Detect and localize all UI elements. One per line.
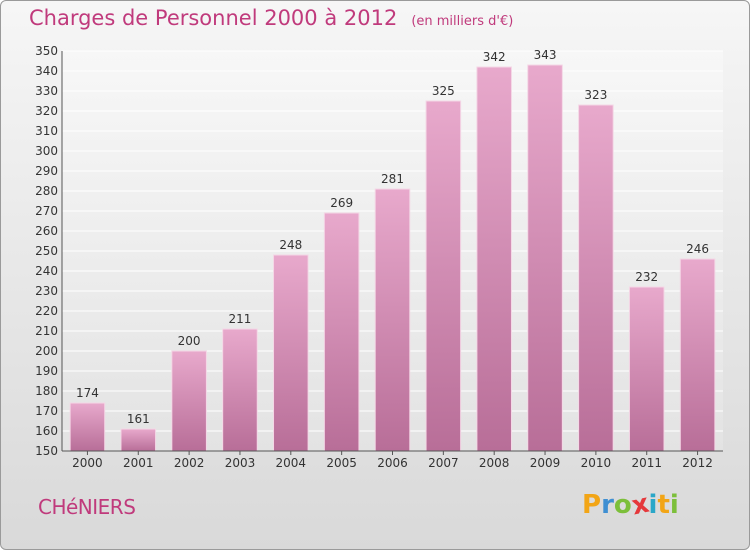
x-axis: 2000 2001 2002 2003 2004 2005 2006 2007 2008 2009… xyxy=(72,451,713,470)
proxiti-logo: Proxiti xyxy=(582,489,679,522)
x-tick-label: 2002 xyxy=(174,456,205,470)
bar-2003 xyxy=(222,328,258,452)
bars xyxy=(69,64,716,452)
value-label: 323 xyxy=(584,88,607,102)
logo-letter: i xyxy=(648,490,658,520)
logo-letter: t xyxy=(657,490,670,520)
y-tick-label: 250 xyxy=(35,244,58,258)
x-tick-label: 2001 xyxy=(123,456,154,470)
y-tick-label: 180 xyxy=(35,384,58,398)
y-tick-label: 160 xyxy=(35,424,58,438)
bar-2004 xyxy=(273,254,309,452)
bar-2009 xyxy=(527,64,563,452)
bar-2010 xyxy=(578,104,614,452)
value-label: 269 xyxy=(330,196,353,210)
title-row: Charges de Personnel 2000 à 2012 (en mill… xyxy=(29,6,513,30)
value-label: 342 xyxy=(483,50,506,64)
value-label: 174 xyxy=(76,386,99,400)
bar-2000 xyxy=(69,402,106,452)
y-tick-label: 230 xyxy=(35,284,58,298)
value-label: 211 xyxy=(229,312,252,326)
bar-2012 xyxy=(679,258,716,452)
commune-name: CHéNIERS xyxy=(38,495,136,519)
bar-2007 xyxy=(425,100,462,452)
y-tick-label: 210 xyxy=(35,324,58,338)
bar-2008 xyxy=(476,66,512,452)
bar-2002 xyxy=(171,350,207,452)
logo-letter: r xyxy=(601,490,614,520)
x-tick-label: 2009 xyxy=(530,456,561,470)
y-tick-label: 150 xyxy=(35,444,58,458)
x-tick-label: 2000 xyxy=(72,456,103,470)
bar-2005 xyxy=(323,212,360,452)
x-tick-label: 2007 xyxy=(428,456,459,470)
chart-subtitle: (en milliers d'€) xyxy=(411,14,514,29)
logo-letter: o xyxy=(613,490,632,520)
logo-letter: i xyxy=(669,490,679,520)
y-tick-label: 240 xyxy=(35,264,58,278)
y-tick-label: 270 xyxy=(35,204,58,218)
logo-letter: P xyxy=(582,490,602,520)
bar-2011 xyxy=(628,286,665,452)
y-tick-label: 260 xyxy=(35,224,58,238)
x-tick-label: 2006 xyxy=(377,456,408,470)
y-tick-label: 320 xyxy=(35,104,58,118)
y-tick-label: 300 xyxy=(35,144,58,158)
y-tick-label: 350 xyxy=(35,44,58,58)
y-tick-label: 290 xyxy=(35,164,58,178)
value-label: 161 xyxy=(127,412,150,426)
value-label: 200 xyxy=(178,334,201,348)
x-tick-label: 2011 xyxy=(631,456,662,470)
y-tick-label: 340 xyxy=(35,64,58,78)
y-tick-label: 170 xyxy=(35,404,58,418)
x-tick-label: 2010 xyxy=(581,456,612,470)
y-tick-label: 330 xyxy=(35,84,58,98)
x-tick-label: 2003 xyxy=(225,456,256,470)
x-tick-label: 2004 xyxy=(276,456,307,470)
chart-title: Charges de Personnel 2000 à 2012 xyxy=(29,6,398,30)
bar-2006 xyxy=(374,188,411,452)
y-tick-label: 220 xyxy=(35,304,58,318)
value-label: 248 xyxy=(279,238,302,252)
value-label: 246 xyxy=(686,242,709,256)
y-tick-label: 310 xyxy=(35,124,58,138)
x-tick-label: 2012 xyxy=(682,456,713,470)
bar-2001 xyxy=(120,428,157,452)
value-label: 343 xyxy=(534,48,557,62)
value-labels: 174 161 200 211 248 269 281 325 342 343 323 232 246 xyxy=(76,48,709,426)
value-label: 325 xyxy=(432,84,455,98)
value-label: 281 xyxy=(381,172,404,186)
x-tick-label: 2005 xyxy=(326,456,357,470)
y-tick-label: 280 xyxy=(35,184,58,198)
x-tick-label: 2008 xyxy=(479,456,510,470)
y-tick-label: 190 xyxy=(35,364,58,378)
value-label: 232 xyxy=(635,270,658,284)
y-tick-label: 200 xyxy=(35,344,58,358)
